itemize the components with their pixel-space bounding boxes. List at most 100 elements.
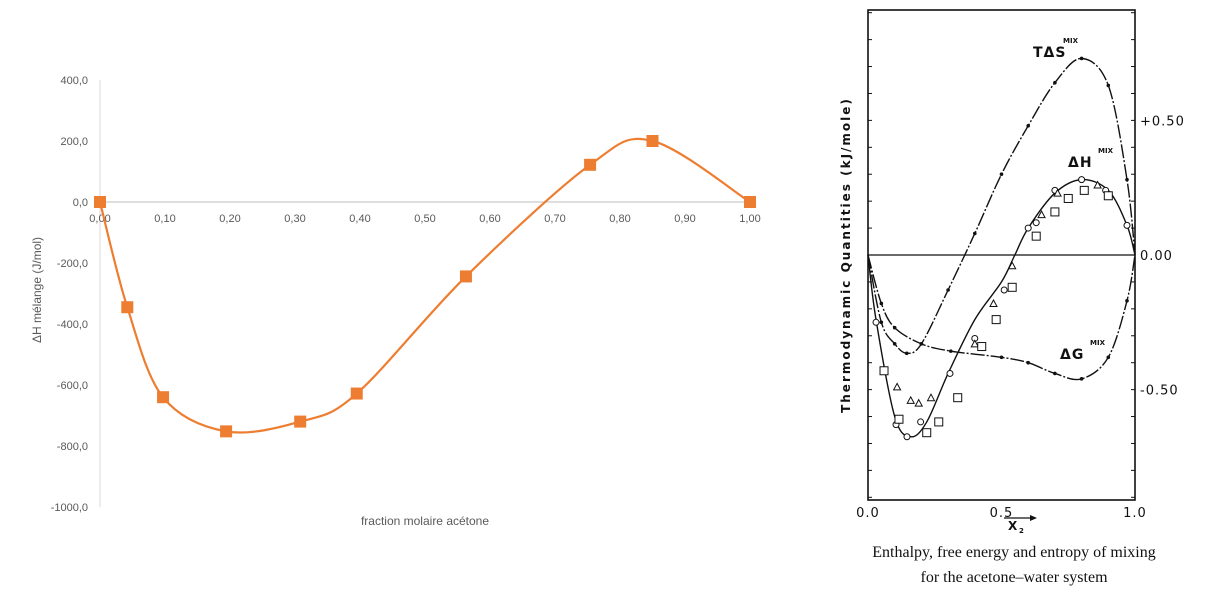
left-x-tick-label: 0,80: [609, 213, 630, 225]
caption-line-1: Enthalpy, free energy and entropy of mix…: [872, 544, 1155, 561]
left-x-tick-label: 0,00: [89, 213, 110, 225]
dg-mix-curve: [867, 254, 1136, 381]
left-y-tick-label: 400,0: [60, 75, 88, 87]
experimental-point-triangle: [914, 398, 924, 407]
data-point-square: [94, 196, 106, 208]
left-x-tick-label: 0,30: [284, 213, 305, 225]
tds-mix-superscript: MIX: [1063, 37, 1079, 45]
experimental-point-circle: [903, 433, 911, 441]
experimental-point-triangle: [1093, 180, 1102, 189]
experimental-point-circle: [1123, 221, 1131, 229]
experimental-point-circle: [872, 318, 880, 326]
experimental-point-square: [879, 366, 889, 376]
data-point-square: [744, 196, 756, 208]
left-y-tick-label: 0,0: [73, 197, 88, 209]
data-point-square: [220, 425, 233, 438]
left-y-tick-label: 200,0: [60, 136, 88, 148]
experimental-point-circle: [1024, 224, 1032, 232]
right-x-tick-label: 0.0: [856, 506, 880, 521]
dg-data-dot: [999, 355, 1004, 360]
right-y-tick-label: 0.00: [1140, 249, 1173, 264]
left-y-tick-label: -1000,0: [51, 502, 88, 514]
left-x-tick-label: 0,50: [414, 213, 435, 225]
data-point-square: [350, 387, 363, 400]
dg-data-dot: [1026, 360, 1030, 365]
tds-data-dot: [904, 351, 909, 356]
experimental-point-circle: [946, 369, 954, 377]
experimental-point-square: [922, 428, 932, 438]
experimental-point-circle: [1032, 219, 1040, 227]
dg-data-dot: [879, 301, 884, 306]
left-x-tick-label: 0,20: [219, 213, 240, 225]
x2-label: X: [1008, 519, 1018, 533]
left-x-tick-label: 0,90: [674, 213, 695, 225]
tds-data-dot: [999, 172, 1004, 177]
dg-data-dot: [948, 349, 953, 353]
right-x-tick-label: 0.5: [990, 506, 1014, 521]
right-chart-mixing: Thermodynamic Quantities (kJ/mole) X 2 E…: [839, 9, 1184, 586]
right-x-tick-label: 1.0: [1123, 506, 1147, 521]
tds-data-dot: [879, 320, 884, 325]
right-y-tick-label: -0.50: [1140, 384, 1179, 399]
left-x-tick-label: 0,60: [479, 213, 500, 225]
data-point-square: [121, 301, 134, 314]
tds-mix-curve: [867, 57, 1136, 354]
left-x-tick-label: 1,00: [739, 213, 760, 225]
data-point-square: [459, 270, 472, 283]
dg-data-dot: [1106, 355, 1111, 360]
right-y-axis-title: Thermodynamic Quantities (kJ/mole): [839, 97, 853, 413]
left-x-tick-label: 0,70: [544, 213, 565, 225]
dh-mix-curve: [867, 178, 1136, 438]
data-point-square: [646, 135, 659, 147]
experimental-point-square: [1007, 282, 1017, 292]
dg-data-dot: [1053, 371, 1057, 376]
experimental-point-square: [1103, 191, 1113, 201]
experimental-point-circle: [1000, 286, 1008, 294]
tds-data-dot: [1053, 80, 1057, 85]
left-y-tick-label: -800,0: [57, 441, 88, 453]
experimental-point-circle: [1078, 176, 1086, 184]
experimental-point-square: [1063, 193, 1073, 203]
left-x-tick-label: 0,40: [349, 213, 370, 225]
experimental-point-square: [1050, 207, 1060, 217]
left-chart-enthalpy: ΔH mélange (J/mol) fraction molaire acét…: [30, 75, 761, 528]
enthalpy-line: [98, 137, 751, 434]
tds-data-dot: [973, 231, 977, 236]
experimental-point-square: [934, 417, 944, 427]
dg-mix-label: ΔG: [1060, 347, 1084, 363]
experimental-point-square: [991, 315, 1001, 325]
experimental-point-triangle: [906, 395, 916, 404]
right-x-axis-title: X 2: [1004, 515, 1037, 535]
left-x-axis-title: fraction molaire acétone: [361, 514, 489, 528]
tds-data-dot: [946, 288, 950, 292]
left-x-tick-label: 0,10: [154, 213, 175, 225]
caption-line-2: for the acetone–water system: [920, 569, 1108, 586]
experimental-point-triangle: [1053, 188, 1062, 197]
experimental-point-triangle: [926, 393, 936, 402]
dg-data-dot: [892, 325, 897, 330]
dg-data-dot: [1125, 298, 1129, 303]
experimental-point-triangle: [1037, 210, 1046, 219]
dg-mix-superscript: MIX: [1090, 339, 1106, 347]
tds-data-dot: [892, 342, 897, 346]
left-y-axis-title: ΔH mélange (J/mol): [30, 237, 44, 343]
dh-mix-label: ΔH: [1068, 155, 1093, 171]
dh-mix-superscript: MIX: [1098, 147, 1114, 155]
experimental-point-triangle: [970, 339, 980, 348]
tds-data-dot: [1125, 177, 1129, 182]
experimental-point-square: [1031, 231, 1041, 241]
data-point-square: [294, 415, 307, 428]
experimental-point-triangle: [1007, 261, 1017, 270]
experimental-point-square: [1079, 185, 1089, 195]
data-point-square: [157, 391, 170, 404]
tds-data-dot: [1079, 56, 1084, 61]
experimental-point-square: [894, 414, 904, 424]
x2-arrow-head: [1030, 515, 1037, 521]
experimental-point-triangle: [989, 298, 998, 307]
experimental-point-square: [977, 342, 987, 352]
tds-data-dot: [1106, 83, 1111, 88]
data-point-square: [584, 158, 597, 171]
experimental-point-circle: [917, 418, 925, 426]
left-y-tick-label: -600,0: [57, 380, 88, 392]
